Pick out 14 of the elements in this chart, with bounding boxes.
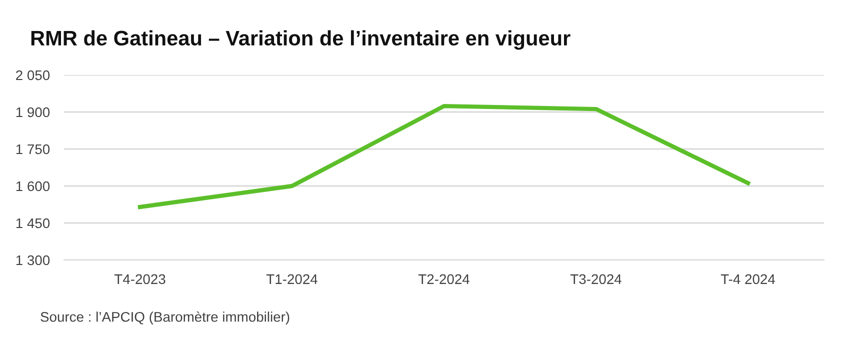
line-series [138,104,750,210]
x-tick-label: T-4 2024 [720,274,776,284]
y-tick-label: 1 600 [16,181,50,192]
x-tick-label: T3-2024 [570,274,622,284]
y-tick-label: 1 300 [16,255,50,266]
x-tick-label: T1-2024 [266,274,318,284]
y-tick-label: 1 900 [16,107,50,118]
chart-title: RMR de Gatineau – Variation de l’inventaire en vigueur [31,30,570,50]
x-tick-label: T2-2024 [418,274,470,284]
y-tick-label: 1 450 [16,218,50,228]
x-tick-label: T4-2023 [114,274,166,284]
y-tick-label: 1 750 [16,144,50,154]
y-tick-label: 2 050 [16,70,50,80]
source-note: Source : l’APCIQ (Baromètre immobilier) [40,311,290,325]
